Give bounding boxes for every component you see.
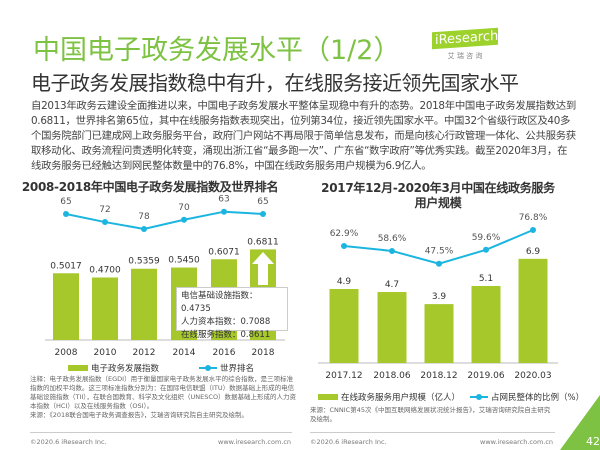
page-title: 中国电子政务发展水平（1/2） [33,35,401,66]
line-swatch [470,394,489,400]
footer-url: www.iresearch.com.cn [218,438,292,446]
logo-subtext: 艾 瑞 咨 询 [447,52,483,60]
bar [424,304,454,363]
line-value-label: 58.6% [378,234,407,244]
right-legend: 在线政务服务用户规模（亿人） 占网民整体的比例（%） [318,391,584,403]
footer-copyright: ©2020.6 iResearch Inc. [310,438,387,446]
iresearch-logo: iResearch 艾 瑞 咨 询 [432,27,498,70]
bar [329,289,359,363]
left-note: 注释：电子政务发展指数（EGDI）用于衡量国家电子政务发展水平的综合指数，是三项… [30,375,297,410]
bar-value-label: 6.9 [526,247,541,257]
up-arrow-icon [252,252,274,285]
left-source: 来源：《2018联合国电子政务调查报告》，艾瑞咨询研究院自主研究及绘制。 [30,411,249,419]
bar-value-label: 3.9 [432,292,447,302]
right-chart-title: 2017年12月-2020年3月中国在线政务服务用户规模 [321,181,555,210]
line-point [341,243,347,249]
left-legend: 电子政务发展指数 世界排名 [68,362,254,374]
bar-value-label: 0.5450 [168,256,200,266]
bar-value-label: 0.5359 [128,257,160,267]
line-series [65,210,264,230]
line-point [181,216,187,223]
line-point [530,227,536,234]
page-number: 42 [586,435,600,448]
line-value-label: 62.9% [330,229,359,239]
legend-label: 在线政务服务用户规模（亿人） [341,393,461,403]
bar [518,258,548,363]
footer-divider [30,432,292,433]
line-value-label: 78 [138,212,150,222]
logo-text: iResearch [432,27,498,50]
line-value-label: 59.6% [472,233,501,243]
x-tick-label: 2008 [55,348,78,358]
x-tick-label: 2014 [173,348,196,358]
x-tick-label: 2017.12 [325,371,362,381]
human-capital-index: 人力资本指数：0.7088 [181,317,271,327]
x-tick-label: 2018 [252,348,275,358]
legend-rank: 世界排名 [199,362,254,374]
x-tick-label: 2016 [213,348,236,358]
footer-url: www.iresearch.com.cn [480,438,554,446]
intro-paragraph: 自2013年政务云建设全面推进以来，中国电子政务发展水平整体呈现稳中有升的态势。… [31,100,576,172]
line-value-label: 47.5% [425,247,454,257]
bar-value-label: 5.1 [479,274,493,284]
line-point [221,208,227,215]
line-swatch [199,365,218,371]
line-point [436,260,442,267]
bar [53,273,79,340]
online-service-index: 在线服务指数：0.8611 [181,330,271,340]
x-tick-label: 2010 [94,348,117,358]
right-source: 来源：CNNIC第45次《中国互联网络发展状况统计报告》，艾瑞咨询研究院自主研究… [310,406,551,423]
footer-divider [310,432,555,433]
line-point [141,225,147,232]
line-point [102,219,108,226]
bar [92,277,118,340]
bar-swatch [68,365,88,371]
bar [471,285,501,363]
footer-copyright: ©2020.6 iResearch Inc. [30,438,107,446]
line-value-label: 63 [218,195,229,205]
bar-swatch [318,394,338,400]
legend-label: 世界排名 [220,364,255,374]
right-chart: 4.9 2017.12 62.9% 4.7 2018.06 58.6% 3.9 2018.12… [318,213,558,381]
line-point [483,246,489,253]
x-tick-label: 2019.06 [467,371,504,381]
page-corner-badge: 42 [560,395,600,450]
line-point [63,211,69,217]
bar-value-label: 0.6811 [247,237,279,247]
line-value-label: 65 [257,197,268,207]
page-subtitle: 电子政务发展指数稳中有升，在线服务接近领先国家水平 [31,71,519,95]
x-tick-label: 2012 [133,348,156,358]
x-tick-label: 2018.06 [373,371,410,381]
telecom-index: 电信基础设施指数：0.4735 [181,291,258,314]
line-value-label: 72 [99,205,110,215]
line-value-label: 76.8% [519,213,548,223]
legend-users: 在线政务服务用户规模（亿人） [318,391,460,403]
legend-label: 占网民整体的比例（%） [491,393,585,403]
line-value-label: 70 [178,203,190,213]
bar-value-label: 4.7 [385,280,399,290]
index-breakdown-box: 电信基础设施指数：0.4735 人力资本指数：0.7088 在线服务指数：0.8… [176,287,288,340]
legend-egdi: 电子政务发展指数 [68,362,159,374]
bar-value-label: 4.9 [337,277,352,287]
bar [131,268,157,340]
line-point [260,211,266,217]
bar-value-label: 0.4700 [89,265,121,275]
bar-value-label: 0.6071 [208,247,240,257]
line-value-label: 65 [60,197,71,207]
bar [377,292,407,363]
legend-label: 电子政务发展指数 [91,364,160,374]
line-point [389,247,395,254]
x-tick-label: 2020.03 [514,371,551,381]
bar-value-label: 0.5017 [50,261,82,271]
legend-share: 占网民整体的比例（%） [470,391,584,403]
left-chart-title: 2008-2018年中国电子政务发展指数及世界排名 [21,180,279,194]
left-notes: 注释：电子政务发展指数（EGDI）用于衡量国家电子政务发展水平的综合指数，是三项… [30,375,298,420]
x-tick-label: 2018.12 [420,371,457,381]
